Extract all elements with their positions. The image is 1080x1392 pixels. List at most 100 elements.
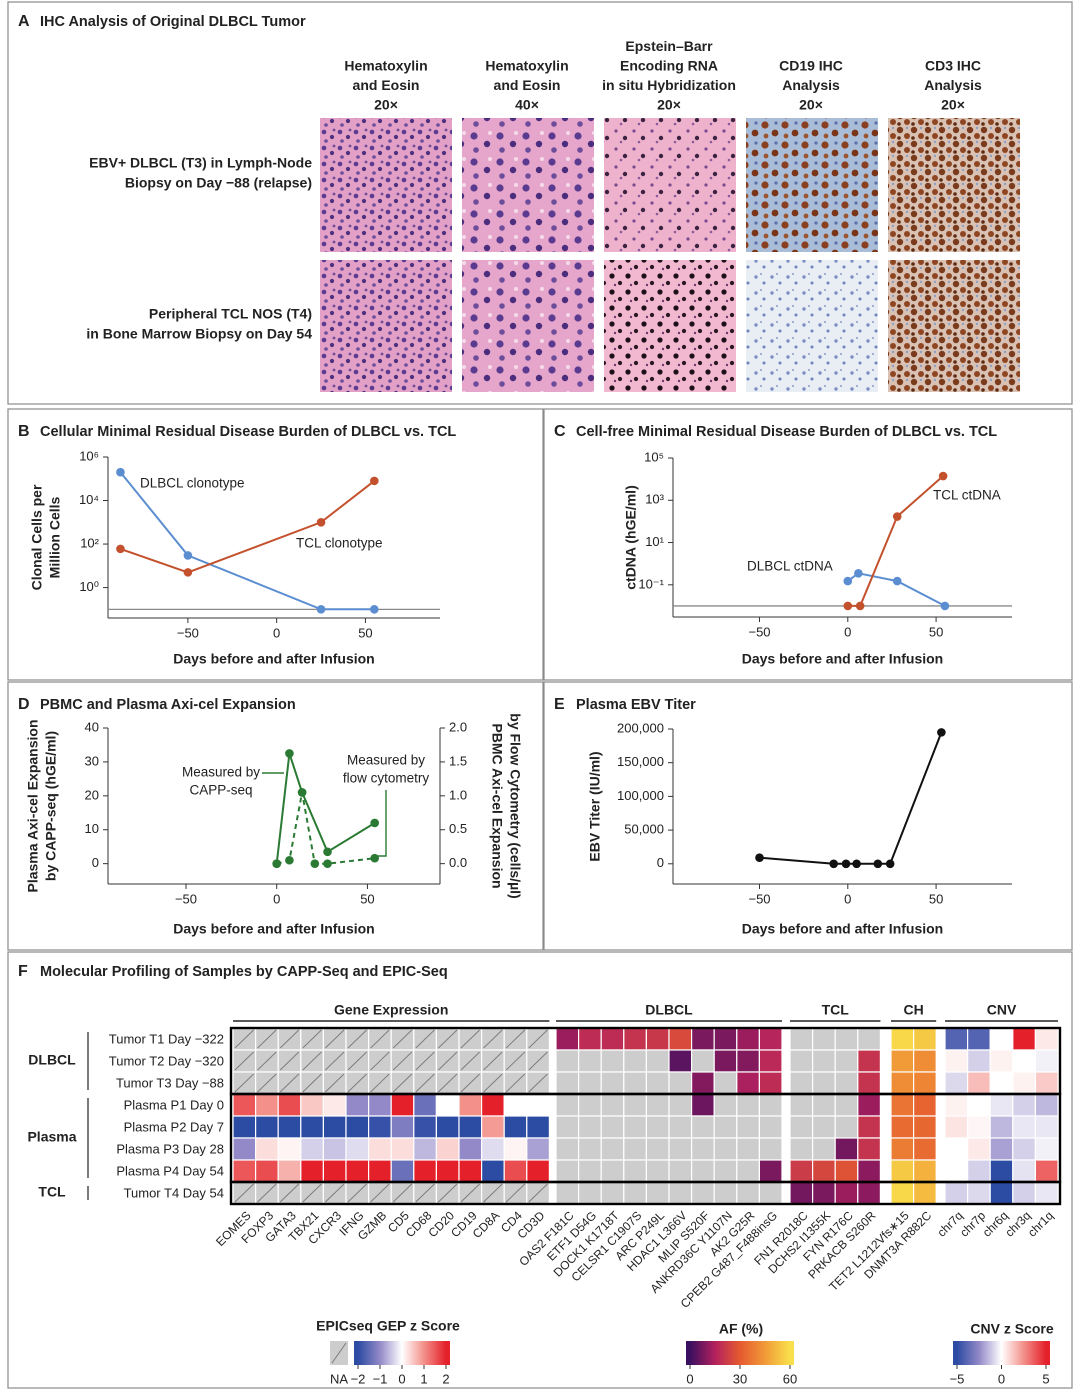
heatmap-cell [277,1159,302,1183]
na-hatch [302,1051,322,1071]
y2-axis-label: by Flow Cytometry (cells/µl) [507,713,523,898]
heatmap-cell [989,1027,1014,1051]
heatmap-cell [890,1093,915,1117]
micrograph [604,118,736,252]
heatmap-cell [834,1027,859,1051]
data-point [938,471,948,481]
heatmap-cell [758,1071,783,1095]
panel-frames [7,1,1073,1389]
heatmap-cell [623,1181,647,1205]
heatmap-cell [1012,1115,1036,1139]
na-hatch [392,1183,413,1203]
heatmap-cell [944,1159,969,1183]
heatmap-cell [1012,1093,1036,1117]
heatmap-cell [645,1093,670,1117]
heatmap-cell [713,1137,738,1161]
na-hatch [528,1183,548,1203]
heatmap-cell [789,1071,814,1095]
row-label: Plasma P3 Day 28 [116,1141,224,1156]
heatmap-cell [600,1115,625,1139]
colorbar-tick-label: −5 [950,1371,965,1386]
heatmap-cell [668,1115,693,1139]
heatmap-cell [758,1049,783,1073]
heatmap-cell [713,1027,738,1051]
panel-title: Cell-free Minimal Residual Disease Burde… [576,424,997,440]
axes [668,457,1012,622]
heatmap-cell [623,1115,647,1139]
panel-frame [7,951,1073,1389]
na-hatch [325,1029,345,1049]
heatmap-cell [834,1093,859,1117]
y-tick-label: 10³ [645,492,664,507]
heatmap-cell [1012,1071,1036,1095]
heatmap-cell [645,1071,670,1095]
x-tick-label: 0 [273,891,280,906]
heatmap-cell [690,1093,715,1117]
heatmap-cell [789,1027,814,1051]
heatmap-cell [944,1027,969,1051]
data-point [892,576,902,586]
data-point [272,859,282,868]
na-hatch [257,1073,277,1093]
heatmap-cell [435,1093,460,1117]
heatmap-cell [413,1137,437,1161]
na-hatch [460,1051,480,1071]
heatmap-cell [232,1115,257,1139]
column-header: Hematoxylin [344,58,427,74]
heatmap-cell [690,1159,715,1183]
data-point [843,576,853,586]
x-tick-label: 0 [844,891,851,906]
colorbar-tick-label: 0 [398,1371,405,1386]
data-point [323,847,332,857]
heatmap-cell [857,1159,881,1183]
heatmap-cell [834,1159,859,1183]
heatmap-cell [857,1115,881,1139]
data-point [116,467,125,477]
heatmap-cell [966,1115,991,1139]
heatmap-cell [690,1071,715,1095]
heatmap-cell [834,1181,859,1205]
heatmap-cell [857,1071,881,1095]
colorbar-title: AF (%) [719,1321,763,1337]
heatmap-cell [989,1159,1014,1183]
micrograph [462,118,594,252]
heatmap-cell [481,1093,505,1117]
heatmap-cell [713,1093,738,1117]
heatmap-cell [413,1093,437,1117]
heatmap-cell [989,1115,1014,1139]
row-label: Plasma P2 Day 7 [124,1119,224,1134]
y-axis-label: by CAPP-seq (hGE/ml) [43,731,59,881]
heatmap-cell [736,1027,760,1051]
na-hatch [483,1073,503,1093]
heatmap-cell [1034,1159,1059,1183]
heatmap-cell [944,1093,969,1117]
heatmap-cell [912,1181,937,1205]
heatmap-cell [481,1137,505,1161]
panel-title: PBMC and Plasma Axi-cel Expansion [40,697,296,713]
heatmap-cell [577,1049,602,1073]
column-header: Analysis [924,77,982,93]
micrographs [320,118,1020,392]
heatmap-cell [789,1159,814,1183]
na-hatch [257,1183,277,1203]
panel-title: Cellular Minimal Residual Disease Burden… [40,424,456,440]
row-group-label: DLBCL [28,1052,76,1068]
x-tick-label: 0 [844,624,851,639]
heatmap-cell [713,1049,738,1073]
colorbar-tick-label: 0 [998,1371,1005,1386]
heatmap-cell [966,1049,991,1073]
heatmap-cell [435,1137,460,1161]
heatmap-cell [1012,1159,1036,1183]
heatmap-cell [736,1093,760,1117]
column-group-label: DLBCL [645,1002,693,1018]
heatmap-cell [668,1159,693,1183]
heatmap-cell [300,1093,324,1117]
heatmap-cell [890,1137,915,1161]
colorbar [354,1341,450,1365]
na-hatch [302,1183,322,1203]
na-hatch [528,1073,548,1093]
heatmap-cell [322,1115,347,1139]
heatmap-cell [600,1137,625,1161]
heatmap-cell [526,1159,550,1183]
